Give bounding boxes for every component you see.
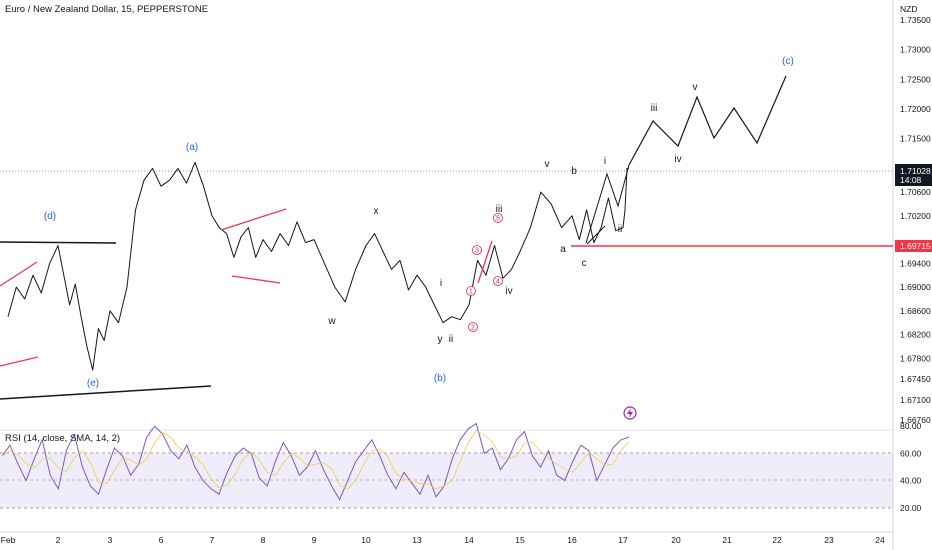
minor-wave-support-line: [586, 225, 606, 245]
wave-label-c-small: c: [582, 258, 587, 269]
currency-label: NZD: [900, 4, 917, 14]
time-tick-label: 14: [464, 535, 474, 545]
time-tick-label: 15: [515, 535, 525, 545]
wave-label-iv-lower: iv: [505, 286, 512, 297]
circled-label-4: 4: [493, 276, 503, 286]
chart-title: Euro / New Zealand Dollar, 15, PEPPERSTO…: [5, 4, 208, 15]
wave-label-b-small: b: [571, 166, 577, 177]
time-tick-label: 21: [722, 535, 732, 545]
price-tick-label: 1.70600: [900, 187, 931, 197]
price-tick-label: 1.72500: [900, 74, 931, 84]
wave-label-iv-upper: iv: [674, 154, 681, 165]
wave-label-b: (b): [434, 373, 446, 384]
time-tick-label: 23: [824, 535, 834, 545]
time-tick-label: 3: [108, 535, 113, 545]
rsi-line: [1, 422, 630, 501]
wave-label-v-lower: v: [545, 159, 550, 170]
svg-text:14:08: 14:08: [900, 175, 922, 185]
rsi-tick-label: 80.00: [900, 421, 922, 431]
wave-label-d: (d): [44, 211, 56, 222]
price-tick-label: 1.70200: [900, 211, 931, 221]
wave-label-c: (c): [782, 56, 794, 67]
time-tick-label: 20: [671, 535, 681, 545]
level-price-tag: 1.69715: [895, 240, 932, 252]
time-tick-label: 9: [312, 535, 317, 545]
price-tick-label: 1.68200: [900, 330, 931, 340]
time-tick-label: 8: [261, 535, 266, 545]
wave-label-i-upper: i: [604, 156, 606, 167]
price-tick-label: 1.69400: [900, 258, 931, 268]
rsi-axis-ticks: 80.00 60.00 40.00 20.00: [900, 421, 922, 513]
wave-label-w: w: [327, 316, 336, 327]
svg-text:5: 5: [496, 216, 500, 223]
price-tick-label: 1.66760: [900, 415, 931, 425]
price-tick-label: 1.67800: [900, 353, 931, 363]
svg-text:3: 3: [475, 248, 479, 255]
price-tick-label: 1.68600: [900, 306, 931, 316]
rsi-indicator-label: RSI (14, close, SMA, 14, 2): [5, 433, 120, 444]
wave-label-x: x: [374, 206, 379, 217]
price-tick-label: 1.73500: [900, 15, 931, 25]
time-tick-label: 24: [875, 535, 885, 545]
time-tick-label: 16: [567, 535, 577, 545]
svg-text:1: 1: [469, 289, 473, 296]
triangle-upper-trendline[interactable]: [0, 241, 117, 244]
wave-label-a-small: a: [560, 244, 566, 255]
price-series-line: [7, 161, 629, 371]
wave-label-iii-upper: iii: [651, 103, 658, 114]
last-price-tag: 1.71028 14:08: [895, 164, 932, 186]
wave-label-i-lower: i: [440, 278, 442, 289]
price-tick-label: 1.69000: [900, 282, 931, 292]
svg-text:2: 2: [471, 325, 475, 332]
circled-label-1: 1: [466, 286, 476, 296]
flag-lower-line[interactable]: [231, 275, 281, 284]
price-tick-label: 1.67450: [900, 374, 931, 384]
projection-path[interactable]: [628, 75, 787, 166]
wave-label-ii-lower: ii: [449, 334, 453, 345]
time-tick-label: 13: [412, 535, 422, 545]
price-tick-label: 1.72000: [900, 104, 931, 114]
price-tick-label: 1.67100: [900, 395, 931, 405]
rsi-tick-label: 60.00: [900, 448, 922, 458]
triangle-lower-trendline[interactable]: [0, 385, 212, 400]
svg-text:4: 4: [496, 279, 500, 286]
flag-upper-line[interactable]: [220, 208, 287, 231]
svg-text:1.69715: 1.69715: [900, 241, 931, 251]
time-tick-label: 6: [159, 535, 164, 545]
circled-label-3: 3: [472, 245, 482, 255]
time-tick-label: Feb: [1, 535, 16, 545]
wave-label-v-upper: v: [693, 82, 698, 93]
time-tick-label: 17: [618, 535, 628, 545]
rsi-tick-label: 20.00: [900, 503, 922, 513]
time-axis-ticks: Feb 2 3 6 7 8 9 10 13 14 15 16 17 20 21 22 23 24: [1, 535, 885, 545]
rsi-sma-line: [1, 430, 630, 490]
lightning-icon[interactable]: [623, 406, 637, 420]
wave-label-y: y: [438, 334, 443, 345]
wave-label-a: (a): [186, 142, 198, 153]
price-tick-label: 1.71500: [900, 134, 931, 144]
circled-label-5: 5: [493, 213, 503, 223]
rsi-tick-label: 40.00: [900, 476, 922, 486]
wave-channel-line[interactable]: [477, 240, 493, 284]
circled-label-2: 2: [468, 322, 478, 332]
wave-label-e: (e): [87, 378, 99, 389]
time-tick-label: 22: [772, 535, 782, 545]
time-tick-label: 10: [361, 535, 371, 545]
price-axis-ticks: 1.73500 1.73000 1.72500 1.72000 1.71500 1.706…: [900, 15, 931, 425]
time-tick-label: 7: [210, 535, 215, 545]
wave-label-ii-upper: ii: [618, 224, 622, 235]
price-tick-label: 1.73000: [900, 45, 931, 55]
channel-upper-line[interactable]: [0, 261, 38, 287]
wave-label-iii-lower: iii: [496, 204, 503, 215]
minor-wave-sketch: [585, 164, 630, 244]
svg-text:1.71028: 1.71028: [900, 166, 931, 176]
time-tick-label: 2: [56, 535, 61, 545]
channel-lower-line[interactable]: [0, 356, 39, 367]
